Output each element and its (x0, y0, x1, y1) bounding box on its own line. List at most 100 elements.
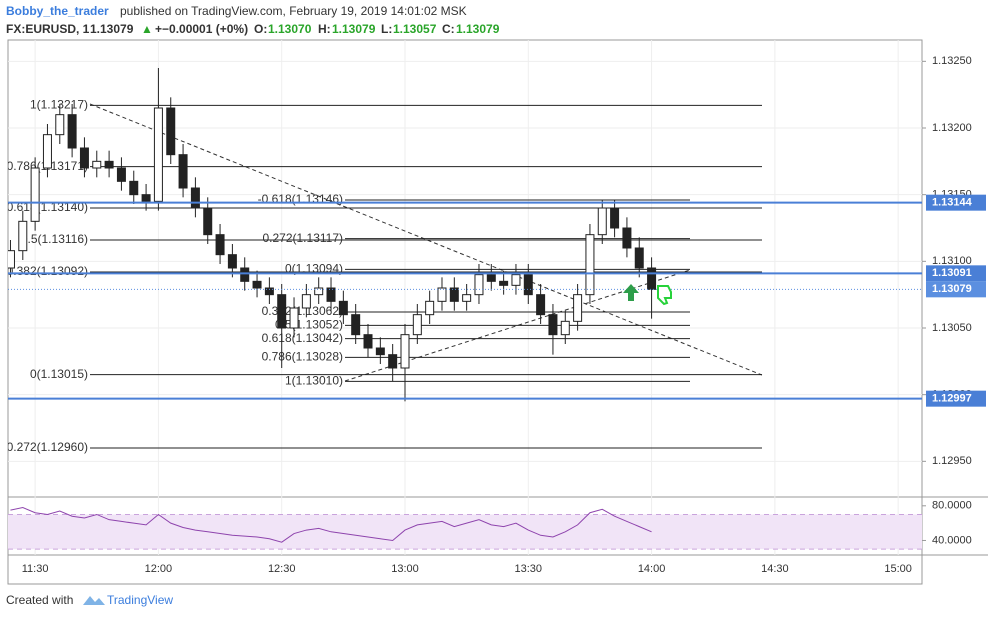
fib-label: 0.786(1.13028) (262, 350, 343, 364)
candle-body (610, 207, 620, 229)
x-tick-label: 14:00 (638, 563, 666, 575)
candle-body (8, 250, 15, 269)
fib-label: 0.5(1.13116) (21, 232, 88, 246)
candle-body (597, 207, 607, 236)
o-value: 1.13070 (268, 22, 312, 36)
x-tick-label: 13:00 (391, 563, 419, 575)
candle-body (178, 154, 188, 189)
candle-body (437, 287, 447, 302)
candle-body (425, 300, 435, 316)
candle-body (240, 267, 250, 282)
author[interactable]: Bobby_the_trader (6, 4, 109, 18)
candle-body (560, 320, 570, 336)
candle-body (104, 160, 114, 169)
price: 1.13079 (90, 22, 134, 36)
publish-info: published on TradingView.com, February 1… (120, 4, 467, 18)
symbol: FX:EURUSD, 1 (6, 22, 90, 36)
candle-body (203, 207, 213, 236)
fib-label: 1(1.13217) (30, 98, 88, 112)
rsi-tick-label: 40.0000 (932, 534, 972, 546)
buy-arrow-icon (623, 284, 639, 301)
price-label-box (926, 390, 986, 407)
h-label: H: (318, 22, 331, 36)
candle-body (338, 300, 348, 316)
x-tick-label: 15:00 (884, 563, 912, 575)
candle-body (289, 307, 299, 329)
price-label-box (926, 265, 986, 282)
candle-body (400, 334, 410, 369)
candle-body (264, 287, 274, 296)
rsi-band (8, 514, 922, 550)
candle-body (227, 254, 237, 269)
o-label: O: (254, 22, 267, 36)
candle-body (523, 274, 533, 296)
y-tick-label: 1.12950 (932, 455, 972, 467)
rsi-tick-label: 80.0000 (932, 500, 972, 512)
candle-body (129, 180, 139, 196)
fib-label: 0(1.13015) (30, 367, 88, 381)
candle-body (622, 227, 632, 249)
fib-label: 1(1.13010) (285, 374, 343, 388)
fib-label: 0.618(1.13140) (7, 200, 88, 214)
fib-label: -0.272(1.12960) (3, 440, 88, 454)
candle-body (314, 287, 324, 296)
candle-body (462, 294, 472, 302)
logo (83, 596, 105, 605)
candle-body (375, 347, 385, 356)
x-tick-label: 12:00 (145, 563, 173, 575)
candle-body (536, 294, 546, 316)
candle-body (499, 280, 509, 286)
candle-body (92, 160, 102, 169)
h-value: 1.13079 (332, 22, 376, 36)
candle-body (277, 294, 287, 329)
fib-label: 0(1.13094) (285, 262, 343, 276)
frame (7, 39, 923, 585)
candle-body (412, 314, 422, 336)
candle-body (585, 234, 595, 296)
candle-body (252, 280, 262, 289)
candle-body (18, 220, 28, 252)
arrow: ▲ (141, 22, 153, 36)
rsi-line (10, 507, 652, 543)
fib-label: 0.272(1.13117) (262, 231, 343, 245)
y-tick-label: 1.13100 (932, 255, 972, 267)
candle-body (116, 167, 126, 182)
candle-body (388, 354, 398, 369)
y-tick-label: 1.13200 (932, 122, 972, 134)
trend-line (89, 103, 763, 376)
l-label: L: (381, 22, 392, 36)
candle-body (215, 234, 225, 256)
price-label-box (926, 194, 986, 211)
candle-body (301, 294, 311, 309)
candle-body (67, 114, 77, 149)
price-label: 1.13079 (932, 283, 972, 295)
footer-brand[interactable]: TradingView (107, 593, 173, 607)
candle-body (42, 134, 52, 169)
candle-body (79, 147, 89, 169)
candle-body (30, 167, 40, 222)
fib-label: -0.618(1.13146) (258, 192, 343, 206)
candle-body (548, 314, 558, 336)
candle-body (55, 114, 65, 136)
thumb-icon (657, 285, 672, 306)
candle-body (190, 187, 200, 209)
x-tick-label: 11:30 (22, 563, 49, 575)
candle-body (326, 287, 336, 302)
candle-body (573, 294, 583, 322)
candle-body (363, 334, 373, 349)
footer-created: Created with (6, 593, 73, 607)
c-label: C: (442, 22, 455, 36)
candle-body (634, 247, 644, 269)
candle-body (511, 274, 521, 286)
candle-body (474, 274, 484, 296)
y-tick-label: 1.13250 (932, 55, 972, 67)
candle-body (153, 107, 163, 202)
candle-body (486, 274, 496, 282)
candle-body (351, 314, 361, 336)
x-tick-label: 12:30 (268, 563, 296, 575)
price-label: 1.13091 (932, 267, 972, 279)
x-tick-label: 14:30 (761, 563, 789, 575)
fib-label: 0.618(1.13042) (262, 331, 343, 345)
c-value: 1.13079 (456, 22, 500, 36)
